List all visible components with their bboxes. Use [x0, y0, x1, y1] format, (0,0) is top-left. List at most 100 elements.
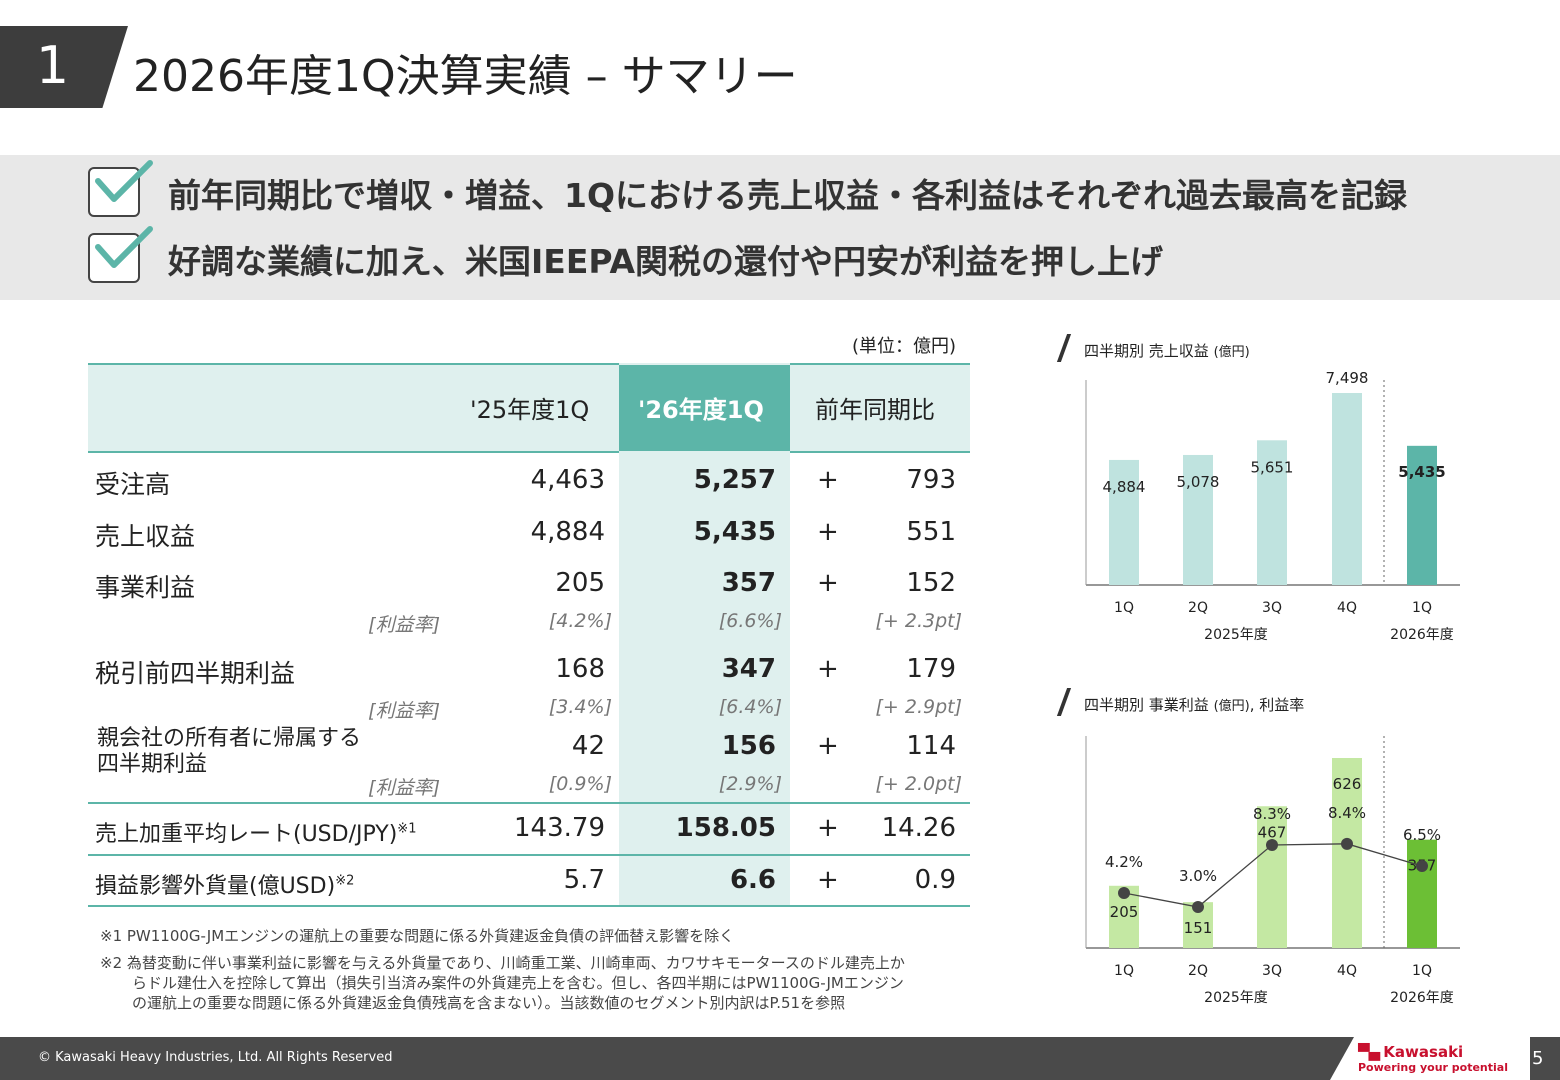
- footnote-2-cont: らドル建仕入を控除して算出（損失引当済み案件の外貨建売上を含む。但し、各四半期に…: [132, 974, 904, 992]
- bar: [1257, 806, 1287, 948]
- tick-label: 4Q: [1337, 963, 1357, 979]
- row-diff: 793: [906, 465, 956, 495]
- data-label: 5,078: [1177, 473, 1220, 491]
- section-number: 1: [36, 36, 70, 96]
- footnote-1: ※1 PW1100G-JMエンジンの運航上の重要な問題に係る外貨建返金負債の評価…: [100, 927, 735, 945]
- summary-band: [0, 155, 1560, 300]
- tick-label: 2Q: [1188, 600, 1208, 616]
- bar: [1183, 454, 1213, 585]
- bar: [1109, 459, 1139, 585]
- footer-bar: [0, 1037, 1560, 1080]
- margin-prev: [4.2%]: [548, 610, 612, 632]
- tick-label: 1Q: [1114, 600, 1134, 616]
- table-bottom-border: [88, 905, 970, 907]
- margin-label: [利益率]: [368, 614, 440, 636]
- row-label-line1: 親会社の所有者に帰属する: [97, 726, 362, 751]
- row-prev: 205: [555, 568, 605, 598]
- checkbox-icon: [88, 167, 140, 217]
- copyright: © Kawasaki Heavy Industries, Ltd. All Ri…: [38, 1050, 393, 1065]
- row-prev: 42: [571, 731, 605, 761]
- logo-background: [1330, 1037, 1530, 1080]
- tick-label: 3Q: [1262, 963, 1282, 979]
- bar: [1257, 440, 1287, 585]
- table-unit: (単位：億円): [852, 336, 957, 357]
- summary-point-1: 前年同期比で増収・増益、1Qにおける売上収益・各利益はそれぞれ過去最高を記録: [88, 160, 1538, 219]
- margin-current: [2.9%]: [718, 773, 782, 795]
- row-current: 156: [721, 731, 776, 761]
- col-header-prev: '25年度1Q: [470, 396, 590, 424]
- data-label: 5,435: [1398, 463, 1445, 481]
- row-current: 158.05: [675, 813, 776, 843]
- chart1-title: 四半期別 売上収益 (億円): [1084, 342, 1250, 360]
- row-sign: +: [817, 465, 839, 495]
- row-sign: +: [817, 813, 839, 843]
- row-current: 6.6: [729, 865, 776, 895]
- margin-point: [1341, 837, 1353, 850]
- sales-bar-chart: 4,884 1Q 5,078 2Q 5,651 3Q 7,498 4Q 5,435 1Q 2025年…: [1085, 370, 1460, 643]
- row-diff: 152: [906, 568, 956, 598]
- footnote-2-cont: の運航上の重要な問題に係る外貨建返金負債残高を含まない）。当該数値のセグメント別…: [132, 994, 846, 1012]
- row-label: 売上加重平均レート(USD/JPY)※1: [95, 821, 417, 847]
- chart2-title: 四半期別 事業利益 (億円), 利益率: [1084, 696, 1305, 714]
- margin-point: [1416, 860, 1428, 873]
- col-header-current: '26年度1Q: [638, 396, 764, 424]
- row-label: 事業利益: [95, 573, 196, 602]
- tick-label: 3Q: [1262, 600, 1282, 616]
- tick-label: 1Q: [1412, 963, 1432, 979]
- highlight-header: [619, 365, 790, 451]
- section-badge: [0, 26, 128, 108]
- row-current: 5,257: [693, 465, 776, 495]
- highlight-column: [619, 363, 790, 907]
- group-label: 2025年度: [1204, 627, 1268, 643]
- col-header-yoy: 前年同期比: [815, 396, 935, 424]
- group-label: 2026年度: [1390, 990, 1454, 1006]
- data-label: 205: [1110, 903, 1139, 921]
- logo-tagline: Powering your potential: [1358, 1061, 1508, 1074]
- margin-current: [6.6%]: [718, 610, 782, 632]
- margin-label: [利益率]: [368, 777, 440, 799]
- margin-label: 4.2%: [1105, 853, 1143, 871]
- summary-text-1: 前年同期比で増収・増益、1Qにおける売上収益・各利益はそれぞれ過去最高を記録: [168, 176, 1408, 215]
- margin-label: [利益率]: [368, 700, 440, 722]
- row-prev: 4,884: [530, 517, 605, 547]
- bar: [1407, 839, 1437, 948]
- table-divider: [88, 854, 970, 856]
- row-prev: 5.7: [563, 865, 605, 895]
- summary-point-2: 好調な業績に加え、米国IEEPA関税の還付や円安が利益を押し上げ: [88, 226, 1538, 285]
- row-current: 5,435: [693, 517, 776, 547]
- row-current: 357: [721, 568, 776, 598]
- margin-label: 8.3%: [1253, 805, 1291, 823]
- table-divider: [88, 802, 970, 804]
- margin-diff: [+ 2.9pt]: [875, 696, 962, 718]
- row-label: 受注高: [95, 470, 171, 499]
- chart-title-slash: [1056, 334, 1072, 362]
- page-number: 5: [1532, 1048, 1544, 1069]
- margin-label: 8.4%: [1328, 804, 1366, 822]
- margin-prev: [3.4%]: [548, 696, 612, 718]
- row-sign: +: [817, 654, 839, 684]
- margin-point: [1266, 838, 1278, 851]
- margin-diff: [+ 2.3pt]: [875, 610, 962, 632]
- row-sign: +: [817, 731, 839, 761]
- row-diff: 14.26: [881, 813, 956, 843]
- bar: [1332, 393, 1362, 585]
- check-mark-icon: [95, 226, 153, 268]
- page-title: 2026年度1Q決算実績 – サマリー: [133, 51, 798, 102]
- margin-point: [1192, 901, 1204, 913]
- data-label: 626: [1333, 775, 1362, 793]
- check-mark-icon: [95, 160, 153, 202]
- data-label: 151: [1184, 919, 1213, 937]
- margin-diff: [+ 2.0pt]: [875, 773, 962, 795]
- row-diff: 179: [906, 654, 956, 684]
- data-label: 467: [1258, 823, 1287, 841]
- row-prev: 4,463: [530, 465, 605, 495]
- data-label: 4,884: [1103, 478, 1146, 496]
- row-diff: 114: [906, 731, 956, 761]
- kawasaki-logo: ▀▄ Kawasaki: [1358, 1043, 1464, 1061]
- bar: [1407, 445, 1437, 585]
- checkbox-icon: [88, 233, 140, 283]
- row-label-line2: 四半期利益: [97, 752, 208, 777]
- margin-prev: [0.9%]: [548, 773, 612, 795]
- tick-label: 2Q: [1188, 963, 1208, 979]
- data-label: 5,651: [1251, 458, 1294, 476]
